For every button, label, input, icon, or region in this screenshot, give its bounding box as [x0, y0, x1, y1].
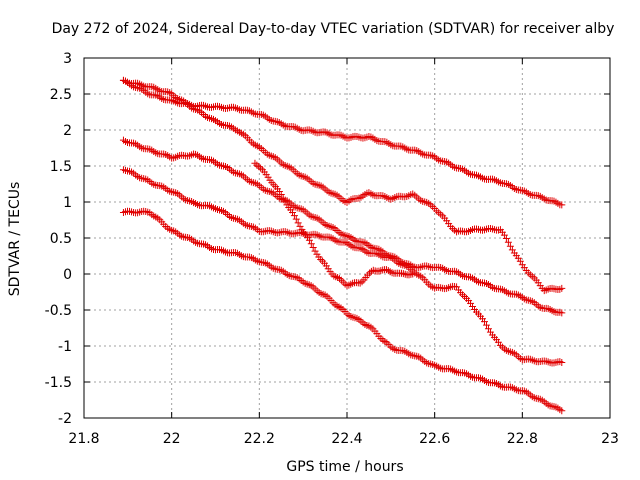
data-point	[279, 194, 287, 202]
data-point	[550, 403, 558, 411]
x-tick-label: 23	[601, 431, 619, 447]
y-tick-label: 0.5	[50, 231, 72, 247]
data-point	[347, 280, 355, 288]
data-point	[482, 321, 490, 329]
data-point	[558, 407, 566, 415]
data-point	[409, 270, 417, 278]
y-tick-label: 2.5	[50, 87, 72, 103]
data-point	[558, 201, 566, 209]
series-5	[119, 207, 566, 415]
data-point	[550, 359, 558, 367]
x-axis-title: GPS time / hours	[286, 459, 403, 475]
y-tick-label: -1.5	[45, 375, 72, 391]
data-point	[506, 242, 514, 250]
data-point	[558, 284, 566, 292]
data-point	[251, 159, 259, 167]
data-point	[399, 270, 407, 278]
x-tick-label: 22.6	[419, 431, 450, 447]
series-3	[119, 136, 566, 317]
data-point	[556, 285, 564, 293]
data-point	[556, 308, 564, 316]
y-tick-label: 0	[63, 267, 72, 283]
x-tick-label: 22.4	[331, 431, 362, 447]
data-point	[292, 215, 300, 223]
data-point	[502, 234, 510, 242]
series-2	[119, 76, 566, 295]
x-axis-tick-labels: 21.8 22 22.2 22.4 22.6 22.8 23	[68, 431, 619, 447]
series-6	[251, 159, 417, 290]
data-point	[296, 222, 304, 230]
data-point	[544, 358, 552, 366]
plot-frame	[83, 57, 611, 419]
data-point	[558, 309, 566, 317]
data-points	[119, 76, 566, 415]
data-point	[550, 285, 558, 293]
data-point	[504, 238, 512, 246]
data-point	[356, 279, 364, 287]
y-tick-label: 3	[63, 51, 72, 67]
chart-title: Day 272 of 2024, Sidereal Day-to-day VTE…	[52, 21, 615, 37]
data-point	[375, 267, 383, 275]
y-tick-label: -0.5	[45, 303, 72, 319]
data-point	[309, 243, 317, 251]
y-tick-label: -1	[58, 339, 72, 355]
data-point	[307, 240, 315, 248]
y-tick-label: 1.5	[50, 159, 72, 175]
data-point	[516, 257, 524, 265]
data-point	[277, 191, 285, 199]
x-tick-label: 22	[163, 431, 181, 447]
data-point	[358, 278, 366, 286]
data-point	[290, 212, 298, 220]
y-tick-label: 2	[63, 123, 72, 139]
data-point	[542, 357, 550, 365]
series-4	[119, 166, 566, 367]
data-point	[311, 247, 319, 255]
y-axis-title: SDTVAR / TECUs	[7, 182, 23, 297]
x-tick-label: 22.8	[507, 431, 538, 447]
data-point	[255, 163, 263, 171]
data-point	[542, 286, 550, 294]
series-1	[119, 77, 566, 209]
x-tick-label: 22.2	[244, 431, 275, 447]
y-axis-tick-labels: -2 -1.5 -1 -0.5 0 0.5 1 1.5 2 2.5 3	[45, 51, 72, 427]
data-point	[294, 219, 302, 227]
y-tick-label: -2	[58, 411, 72, 427]
y-tick-label: 1	[63, 195, 72, 211]
data-point	[556, 358, 564, 366]
data-point	[558, 359, 566, 367]
data-point	[339, 278, 347, 286]
data-point	[544, 401, 552, 409]
x-tick-label: 21.8	[68, 431, 99, 447]
data-point	[377, 267, 385, 275]
